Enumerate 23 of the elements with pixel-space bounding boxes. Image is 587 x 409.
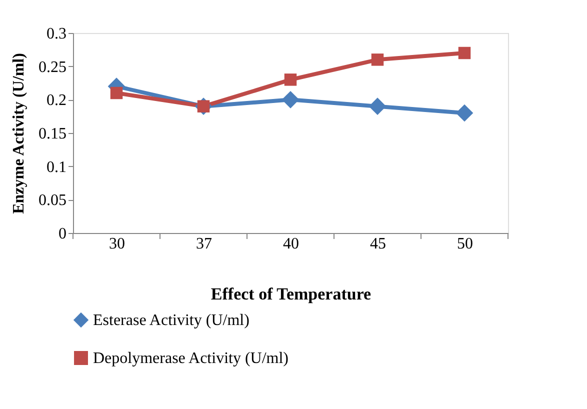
x-tick-label: 40 <box>283 236 299 252</box>
x-tick-label: 50 <box>457 236 473 252</box>
legend-label: Esterase Activity (U/ml) <box>93 312 250 329</box>
x-tick-label: 30 <box>109 236 125 252</box>
y-tick-label: 0 <box>58 226 66 242</box>
y-tick-label: 0.05 <box>38 192 66 210</box>
y-tick-label: 0.3 <box>46 26 66 42</box>
point <box>282 91 300 108</box>
x-tick-label: 37 <box>196 236 212 252</box>
x-tick-label: 45 <box>370 236 386 252</box>
point <box>456 104 474 122</box>
y-tick-label: 0.25 <box>38 58 66 76</box>
point <box>371 54 384 66</box>
point <box>368 98 386 115</box>
legend-label: Depolymerase Activity (U/ml) <box>93 350 289 367</box>
y-tick-label: 0.1 <box>46 158 66 176</box>
point <box>110 86 123 100</box>
x-axis-title: Effect of Temperature <box>210 284 372 304</box>
y-axis-title: Enzyme Activity (U/ml) <box>10 53 28 214</box>
point <box>284 74 297 86</box>
y-tick-label: 0.15 <box>38 126 66 142</box>
y-tick-label: 0.2 <box>46 92 66 110</box>
point <box>458 46 471 60</box>
